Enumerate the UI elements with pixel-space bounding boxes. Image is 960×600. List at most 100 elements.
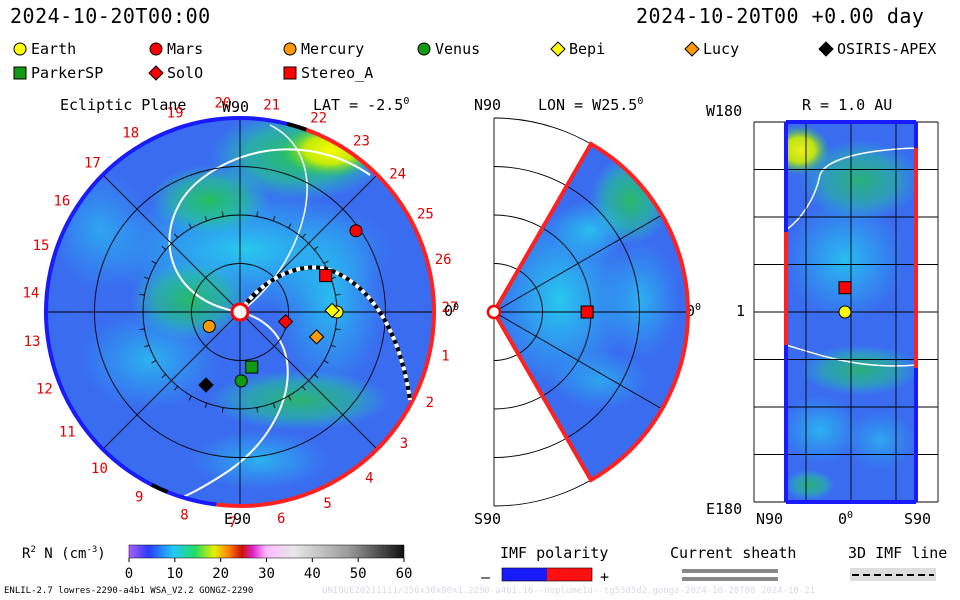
circle-icon [149,42,163,56]
carrington-label: 17 [84,156,101,172]
carrington-label: 2 [426,395,434,411]
footer-model-info: ENLIL-2.7 lowres-2290-a4b1 WSA_V2.2 GONG… [4,586,254,596]
legend-label: Lucy [703,40,740,58]
imf-polarity-minus: – [481,568,491,586]
ecliptic-tick [188,395,192,401]
imf-polarity-label: IMF polarity [500,544,608,562]
carrington-label: 14 [22,285,39,301]
meridional-ring-inner [518,269,543,355]
carrington-label: 20 [214,96,231,112]
imf-polarity-swatch-border [501,567,593,582]
imf-line-swatch-bg [850,568,936,581]
meridional-object-stereo-a [580,305,594,319]
colorbar-tick-label: 10 [166,566,183,582]
ecliptic-object-parkersp [245,360,259,374]
ecliptic-tick [174,233,178,238]
rslice-top-left-label: W180 [706,102,742,120]
diamond-icon [684,41,700,57]
header-left-time: 2024-10-20T00:00 [10,4,211,28]
ecliptic-object-osiris-apex [198,377,214,393]
carrington-label: 24 [389,166,406,182]
carrington-label: 9 [135,489,143,505]
legend-item-lucy: Lucy [684,40,739,58]
ecliptic-tick [139,293,145,296]
ecliptic-positive-arc [216,125,436,508]
carrington-label: 19 [167,105,184,121]
meridional-top-axis-label: N90 [474,96,501,114]
ecliptic-tick [323,260,329,264]
ecliptic-tick [314,246,319,250]
ecliptic-object-mars [349,224,363,238]
ecliptic-tick [335,328,341,331]
ecliptic-tick [302,386,306,391]
colorbar-tick-label: 0 [125,566,133,582]
ecliptic-objects [198,224,363,393]
ecliptic-tick [161,246,166,250]
meridional-sun-marker [486,304,502,320]
ecliptic-tick [151,260,157,264]
legend-item-mars: Mars [148,40,203,58]
carrington-label: 26 [435,252,452,268]
ecliptic-tick [151,360,157,364]
meridional-polarity-border [491,141,690,483]
colorbar-tick-label: 40 [304,566,321,582]
legend-item-venus: Venus [416,40,480,58]
carrington-label: 21 [263,97,280,113]
ecliptic-tick [188,223,192,229]
carrington-label: 6 [277,511,285,527]
meridional-lon-label: LON = W25.50 [538,96,643,114]
meridional-panel: N90 LON = W25.50 S90 00 [474,96,701,528]
rslice-bottom-mid-label: 00 [838,510,853,528]
header-right-time: 2024-10-20T00 +0.00 day [636,4,925,28]
diamond-icon [148,65,164,81]
rslice-polarity-border [784,120,918,504]
carrington-label: 8 [180,508,188,524]
ecliptic-tick [139,328,145,331]
rslice-mid-left-label: 1 [736,302,745,320]
legend-item-solo: SolO [148,64,203,82]
carrington-label: 3 [400,436,408,452]
rslice-object-earth [838,305,852,319]
diamond-icon [818,41,834,57]
colorbar-tick-label: 20 [212,566,229,582]
rslice-bottom-left-label: E180 [706,500,742,518]
carrington-label: 25 [417,206,434,222]
square-icon [283,66,297,80]
ecliptic-tick [221,407,224,413]
ecliptic-object-stereo-a [319,269,333,283]
ecliptic-tick [288,395,292,401]
ecliptic-tick [174,386,178,391]
ecliptic-tick [272,215,276,222]
colorbar-label: R2 N (cm-3) [22,545,106,562]
ecliptic-tick [204,215,208,222]
ecliptic-top-axis-label: W90 [222,98,249,116]
rslice-r-label: R = 1.0 AU [802,96,892,114]
legend-label: Stereo_A [301,64,374,82]
diamond-icon [550,41,566,57]
ecliptic-object-lucy [308,329,325,345]
rslice-panel: W180 R = 1.0 AU E180 1 N90 00 S90 [706,96,939,528]
legend-label: SolO [167,64,204,82]
meridional-right-axis-label: 00 [686,302,701,320]
ecliptic-right-axis-label: 00 [444,302,459,320]
ecliptic-tick [314,374,319,378]
carrington-label: 1 [441,349,449,365]
legend-item-mercury: Mercury [282,40,364,58]
ecliptic-sheath-mark [151,483,169,494]
legend-item-parkersp: ParkerSP [12,64,103,82]
ecliptic-tick [161,374,166,378]
legend-label: Bepi [569,40,606,58]
square-icon [13,66,27,80]
ecliptic-bottom-axis-label: E90 [224,510,251,528]
ecliptic-lat-label: LAT = -2.50 [313,96,409,114]
ecliptic-tick [221,211,224,217]
ecliptic-object-mercury [202,319,216,333]
ecliptic-object-bepi [324,302,340,319]
imf-polarity-plus: + [600,568,609,586]
current-sheath-line-1 [682,569,778,573]
carrington-label: 10 [91,461,108,477]
current-sheath-line-2 [682,577,778,581]
ecliptic-negative-arc [44,116,301,507]
footer-run-id: UNIQUE20211111/256x30x90x1.2290-a4b1.16-… [322,586,816,596]
circle-icon [13,42,27,56]
